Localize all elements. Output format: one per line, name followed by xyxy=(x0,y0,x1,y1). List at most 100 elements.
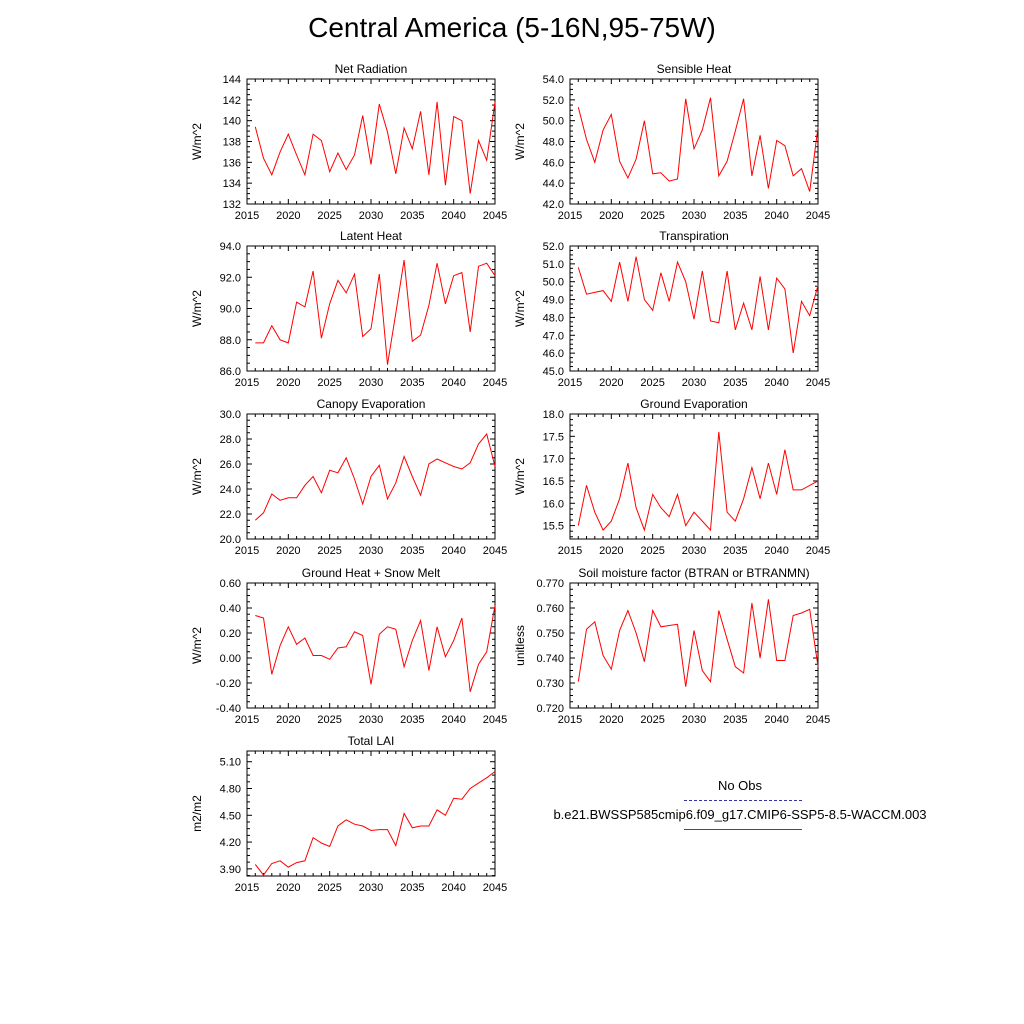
y-axis-label: W/m^2 xyxy=(513,290,527,327)
y-tick-label: 22.0 xyxy=(220,509,241,521)
x-tick-label: 2030 xyxy=(359,210,383,222)
y-tick-label: 88.0 xyxy=(220,335,241,347)
y-tick-label: 52.0 xyxy=(543,95,564,107)
x-tick-label: 2045 xyxy=(806,714,830,726)
y-tick-label: 0.00 xyxy=(220,653,241,665)
x-tick-label: 2040 xyxy=(441,882,465,894)
y-tick-label: 46.0 xyxy=(543,348,564,360)
y-tick-label: 0.750 xyxy=(536,628,564,640)
panel-latent-heat: Latent Heat W/m^2 2015 2020 2025 2030 2035 2040… xyxy=(190,229,507,389)
x-tick-label: 2025 xyxy=(640,377,664,389)
y-tick-label: 46.0 xyxy=(543,157,564,169)
panel-transpiration: Transpiration W/m^2 2015 2020 2025 2030 2035 20… xyxy=(513,229,830,389)
panel-title: Transpiration xyxy=(659,229,729,243)
x-tick-label: 2020 xyxy=(276,545,300,557)
x-tick-label: 2020 xyxy=(276,210,300,222)
y-tick-label: 4.80 xyxy=(220,784,241,796)
legend-line-model xyxy=(684,829,802,830)
y-tick-label: 134 xyxy=(223,178,241,190)
y-tick-label: 42.0 xyxy=(543,199,564,211)
x-tick-label: 2035 xyxy=(723,545,747,557)
y-tick-label: 51.0 xyxy=(543,259,564,271)
x-tick-label: 2025 xyxy=(640,714,664,726)
x-tick-label: 2035 xyxy=(723,377,747,389)
panel-canopy-evaporation: Canopy Evaporation W/m^2 2015 2020 2025 2030 2… xyxy=(190,397,507,557)
y-tick-label: -0.40 xyxy=(216,703,241,715)
x-tick-label: 2030 xyxy=(682,714,706,726)
panel-total-lai: Total LAI m2/m2 2015 2020 2025 2030 2035 2040 20… xyxy=(190,734,507,894)
y-tick-label: 50.0 xyxy=(543,277,564,289)
series-line xyxy=(255,605,496,692)
legend-line-no-obs xyxy=(684,800,802,801)
plot-frame xyxy=(246,245,496,372)
y-tick-label: 90.0 xyxy=(220,304,241,316)
x-tick-label: 2035 xyxy=(723,210,747,222)
panel-title: Sensible Heat xyxy=(657,62,732,76)
panel-sensible-heat: Sensible Heat W/m^2 2015 2020 2025 2030 2035 20… xyxy=(513,62,830,222)
y-tick-label: 45.0 xyxy=(543,366,564,378)
x-tick-label: 2040 xyxy=(441,545,465,557)
y-tick-label: 142 xyxy=(223,95,241,107)
x-tick-label: 2045 xyxy=(806,545,830,557)
series-line xyxy=(255,260,496,365)
x-tick-label: 2030 xyxy=(359,377,383,389)
series-line xyxy=(254,432,496,521)
y-tick-label: 48.0 xyxy=(543,312,564,324)
y-tick-label: 28.0 xyxy=(220,434,241,446)
y-axis-label: W/m^2 xyxy=(190,290,204,327)
plot-frame xyxy=(246,582,496,709)
x-tick-label: 2045 xyxy=(806,377,830,389)
x-tick-label: 2045 xyxy=(483,210,507,222)
x-tick-label: 2015 xyxy=(235,714,259,726)
x-tick-label: 2020 xyxy=(599,545,623,557)
y-tick-label: 15.5 xyxy=(543,521,564,533)
x-tick-label: 2035 xyxy=(400,882,424,894)
x-tick-label: 2030 xyxy=(682,377,706,389)
y-tick-label: 16.5 xyxy=(543,476,564,488)
y-axis-label: unitless xyxy=(513,625,527,666)
y-tick-label: 47.0 xyxy=(543,330,564,342)
x-tick-label: 2045 xyxy=(806,210,830,222)
x-tick-label: 2040 xyxy=(441,377,465,389)
x-tick-label: 2035 xyxy=(400,377,424,389)
y-tick-label: 0.60 xyxy=(220,578,241,590)
y-tick-label: 94.0 xyxy=(220,241,241,253)
x-tick-label: 2045 xyxy=(483,714,507,726)
panel-ground-evaporation: Ground Evaporation W/m^2 2015 2020 2025 2030 2… xyxy=(513,397,830,557)
x-tick-label: 2045 xyxy=(483,545,507,557)
x-tick-label: 2040 xyxy=(764,545,788,557)
x-tick-label: 2020 xyxy=(599,714,623,726)
plot-frame xyxy=(246,750,496,877)
plot-frame xyxy=(569,245,819,372)
x-tick-label: 2030 xyxy=(359,882,383,894)
x-tick-label: 2040 xyxy=(764,210,788,222)
x-tick-label: 2040 xyxy=(441,210,465,222)
panel-title: Soil moisture factor (BTRAN or BTRANMN) xyxy=(578,566,809,580)
x-tick-label: 2035 xyxy=(400,545,424,557)
series-line xyxy=(577,599,819,687)
y-tick-label: 92.0 xyxy=(220,272,241,284)
y-tick-label: 132 xyxy=(223,199,241,211)
legend-entry-label-no-obs: No Obs xyxy=(717,778,763,793)
panel-soil-moisture-factor-btran-or-btranmn: Soil moisture factor (BTRAN or BTRANMN) u… xyxy=(513,566,830,726)
y-tick-label: 0.20 xyxy=(220,628,241,640)
plot-frame xyxy=(246,78,496,205)
legend-entry-label-model: b.e21.BWSSP585cmip6.f09_g17.CMIP6-SSP5-8… xyxy=(553,807,927,822)
y-tick-label: 0.770 xyxy=(536,578,564,590)
x-tick-label: 2025 xyxy=(317,210,341,222)
y-tick-label: 20.0 xyxy=(220,534,241,546)
x-tick-label: 2020 xyxy=(276,714,300,726)
plot-frame xyxy=(569,78,819,205)
y-tick-label: 44.0 xyxy=(543,178,564,190)
y-axis-label: W/m^2 xyxy=(190,458,204,495)
x-tick-label: 2035 xyxy=(400,714,424,726)
x-tick-label: 2015 xyxy=(558,545,582,557)
x-tick-label: 2020 xyxy=(599,210,623,222)
x-tick-label: 2045 xyxy=(483,377,507,389)
x-tick-label: 2020 xyxy=(599,377,623,389)
y-tick-label: 0.740 xyxy=(536,653,564,665)
y-tick-label: 4.20 xyxy=(220,837,241,849)
x-tick-label: 2025 xyxy=(640,210,664,222)
x-tick-label: 2025 xyxy=(317,714,341,726)
